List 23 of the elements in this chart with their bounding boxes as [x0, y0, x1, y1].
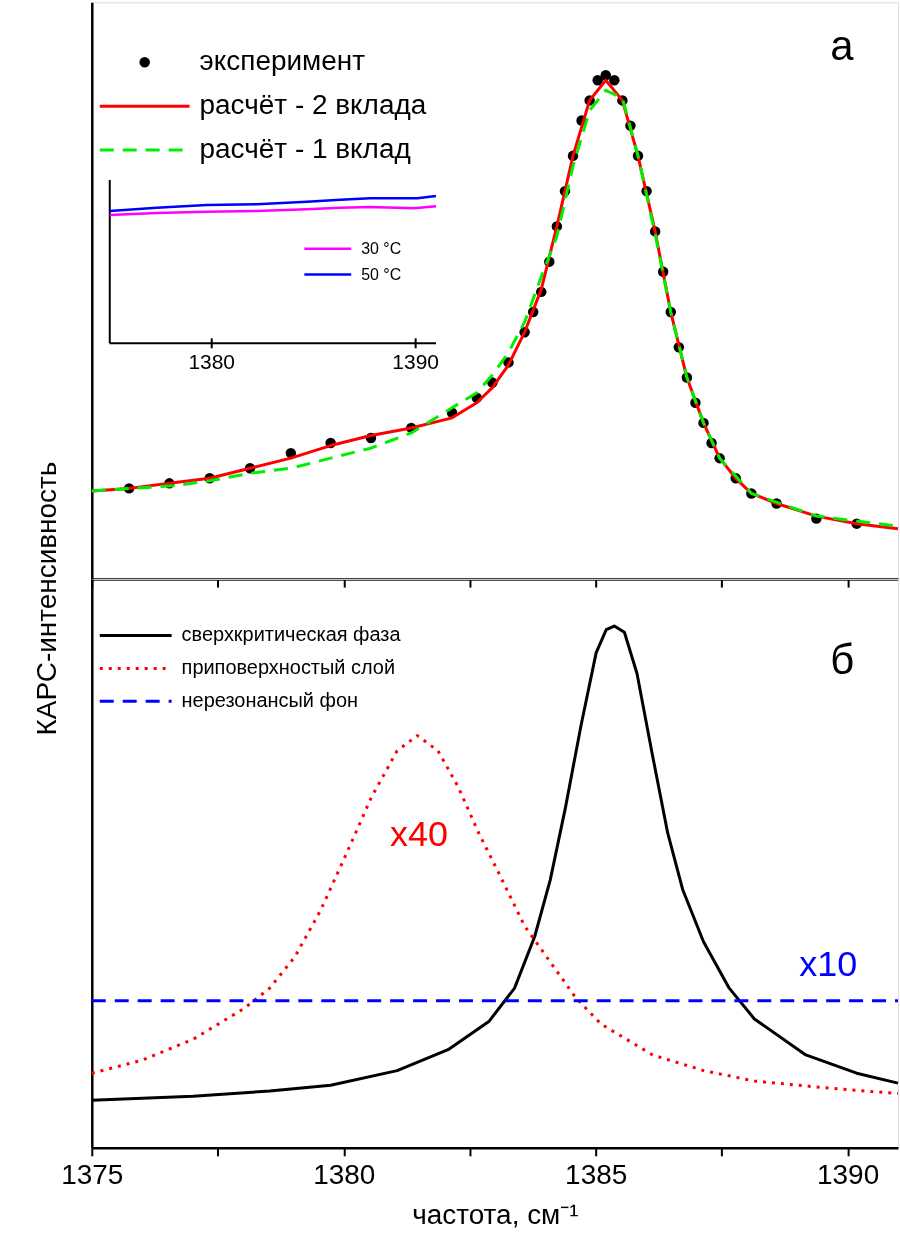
text: а	[830, 22, 855, 70]
annotation: б	[830, 635, 855, 683]
point	[592, 75, 603, 86]
annotation: x10	[799, 943, 858, 985]
annotation: x40	[390, 813, 449, 855]
x-tick-label: 1385	[565, 1159, 628, 1191]
legend-label: расчёт - 2 вклада	[199, 89, 427, 121]
x-tick-label: 1390	[817, 1159, 880, 1191]
x-tick-label: 1375	[61, 1159, 124, 1191]
x-axis-title: частота, см⁻¹	[412, 1199, 579, 1231]
x-tick-label: 1380	[188, 350, 236, 374]
legend-label: сверхкритическая фаза	[181, 623, 402, 646]
x-tick-label: 1390	[392, 350, 439, 374]
point	[609, 75, 620, 86]
x-tick-label: 1380	[313, 1159, 376, 1191]
point	[600, 70, 611, 81]
legend-label: эксперимент	[199, 45, 366, 77]
legend-label: приповерхностый слой	[181, 656, 396, 679]
legend-label: 50 °C	[361, 265, 402, 283]
legend-label: 30 °C	[361, 239, 402, 257]
y-axis-title: КАРС-интенсивность	[31, 461, 63, 736]
legend-label: расчёт - 1 вклад	[199, 133, 411, 165]
legend-label: нерезонансый фон	[181, 689, 359, 712]
